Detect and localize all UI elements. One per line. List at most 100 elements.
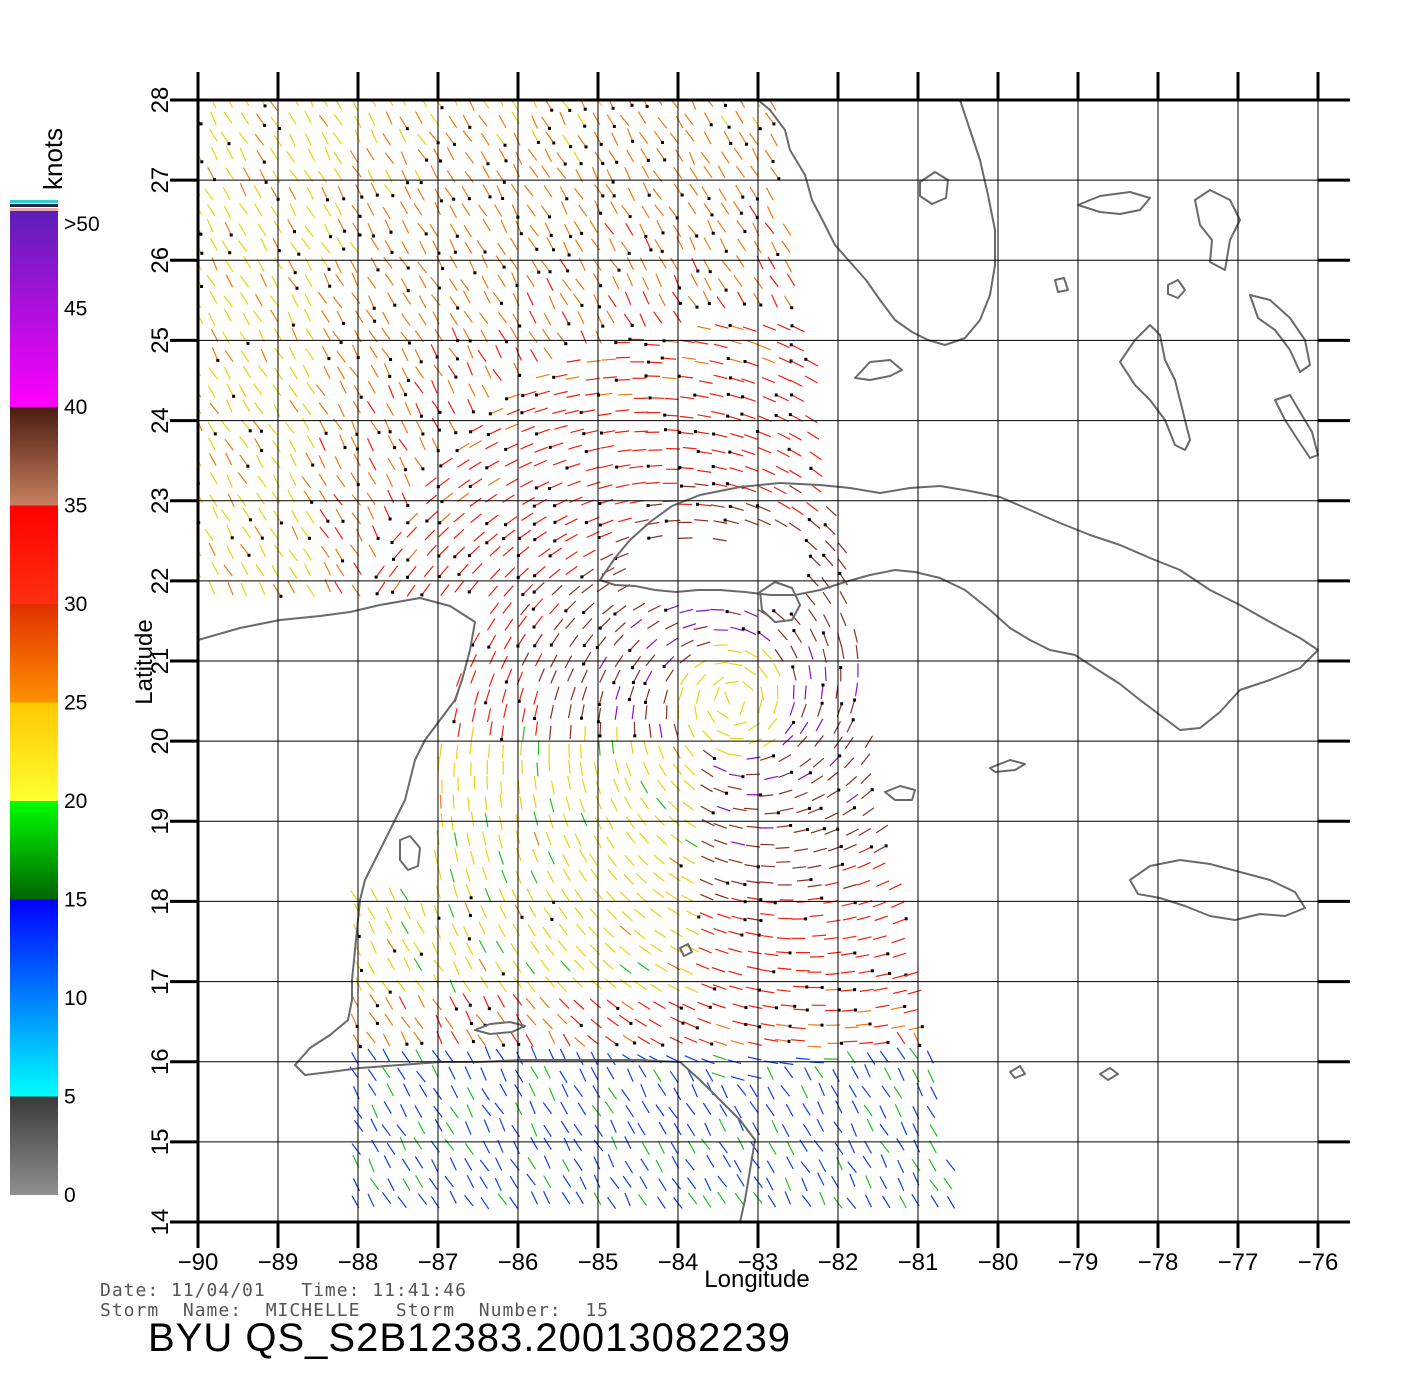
- rain-flag: [838, 754, 842, 758]
- wind-vector: [543, 312, 552, 326]
- wind-vector: [786, 273, 796, 287]
- rain-flag: [787, 447, 791, 451]
- wind-vector: [784, 1066, 794, 1079]
- wind-vector: [288, 187, 297, 200]
- wind-vector: [792, 866, 807, 869]
- wind-vector: [745, 502, 760, 509]
- wind-vector: [703, 259, 711, 272]
- rain-flag: [328, 284, 332, 288]
- wind-vector: [788, 522, 802, 532]
- wind-vector: [321, 186, 329, 201]
- wind-vector: [418, 295, 427, 309]
- wind-vector: [706, 1154, 715, 1168]
- rain-flag: [728, 324, 732, 328]
- rain-flag: [772, 754, 775, 758]
- wind-vector: [478, 312, 489, 325]
- wind-vector: [421, 583, 431, 596]
- wind-vector: [659, 723, 663, 738]
- wind-vector: [825, 988, 840, 991]
- wind-vector: [729, 467, 743, 473]
- wind-vector: [366, 202, 375, 216]
- rain-flag: [597, 703, 601, 707]
- wind-vector: [548, 757, 551, 772]
- wind-vector: [254, 438, 263, 451]
- rain-flag: [566, 269, 570, 273]
- wind-vector: [872, 901, 887, 908]
- rain-flag: [742, 302, 746, 306]
- wind-vector: [872, 935, 887, 941]
- wind-vector: [407, 549, 418, 561]
- wind-vector: [846, 1197, 857, 1209]
- legend-band: [10, 1096, 58, 1195]
- legend-tick-label: 5: [64, 1086, 76, 1109]
- rain-flag: [579, 1023, 583, 1027]
- rain-flag: [535, 432, 539, 436]
- wind-vector: [387, 292, 396, 306]
- wind-vector: [596, 636, 607, 648]
- wind-vector: [823, 937, 838, 940]
- x-tick-label: −83: [738, 1249, 779, 1276]
- grand-bahama: [1077, 191, 1151, 215]
- wind-vector: [777, 629, 788, 641]
- wind-vector: [420, 902, 426, 917]
- wind-vector: [543, 1124, 552, 1138]
- wind-vector: [712, 984, 727, 990]
- wind-vector: [351, 292, 361, 305]
- wind-vector: [383, 1101, 392, 1114]
- wind-vector: [648, 361, 663, 364]
- rain-flag: [425, 519, 429, 523]
- rain-flag: [582, 644, 586, 648]
- wind-vector: [464, 171, 474, 183]
- wind-vector: [519, 795, 523, 810]
- wind-vector: [288, 439, 297, 453]
- wind-vector: [455, 744, 459, 759]
- wind-vector: [741, 413, 756, 420]
- wind-vector: [238, 132, 249, 145]
- wind-vector: [497, 242, 507, 256]
- wind-vector: [534, 566, 546, 577]
- wind-vector: [657, 1083, 667, 1096]
- rain-flag: [788, 413, 792, 417]
- wind-vector: [579, 1176, 587, 1190]
- wind-vector: [545, 832, 552, 846]
- rain-flag: [822, 827, 826, 831]
- wind-vector: [614, 500, 629, 505]
- rain-flag: [259, 429, 263, 433]
- wind-vector: [209, 290, 218, 304]
- wind-vector: [616, 464, 631, 468]
- wind-vector: [287, 580, 296, 594]
- wind-vector: [315, 384, 326, 397]
- wind-vector: [689, 167, 699, 180]
- wind-vector: [498, 851, 504, 865]
- wind-vector: [414, 1156, 424, 1169]
- rain-flag: [439, 199, 443, 203]
- rain-flag: [455, 234, 459, 238]
- wind-vector: [685, 129, 695, 142]
- wind-vector: [252, 419, 262, 432]
- wind-vector: [745, 339, 760, 346]
- wind-vector: [749, 133, 759, 146]
- wind-vector: [490, 407, 504, 415]
- wind-vector: [656, 220, 664, 234]
- wind-vector: [654, 963, 668, 972]
- rain-flag: [616, 1006, 620, 1010]
- wind-vector: [672, 224, 682, 238]
- wind-vector: [498, 834, 503, 849]
- wind-vector: [492, 369, 502, 381]
- wind-vector: [573, 1138, 582, 1152]
- wind-vector: [567, 668, 574, 682]
- wind-vector: [711, 449, 726, 454]
- wind-vector: [306, 435, 315, 448]
- wind-vector: [633, 929, 646, 940]
- wind-vector: [351, 421, 358, 435]
- grand-cayman: [884, 785, 916, 801]
- wind-vector: [488, 428, 502, 436]
- rain-flag: [567, 253, 571, 257]
- wind-vector: [853, 628, 858, 643]
- rain-flag: [601, 162, 605, 165]
- wind-vector: [704, 1177, 712, 1192]
- wind-vector: [381, 1066, 391, 1079]
- wind-vector: [713, 433, 728, 438]
- wind-vector: [630, 740, 634, 755]
- wind-vector: [208, 312, 216, 326]
